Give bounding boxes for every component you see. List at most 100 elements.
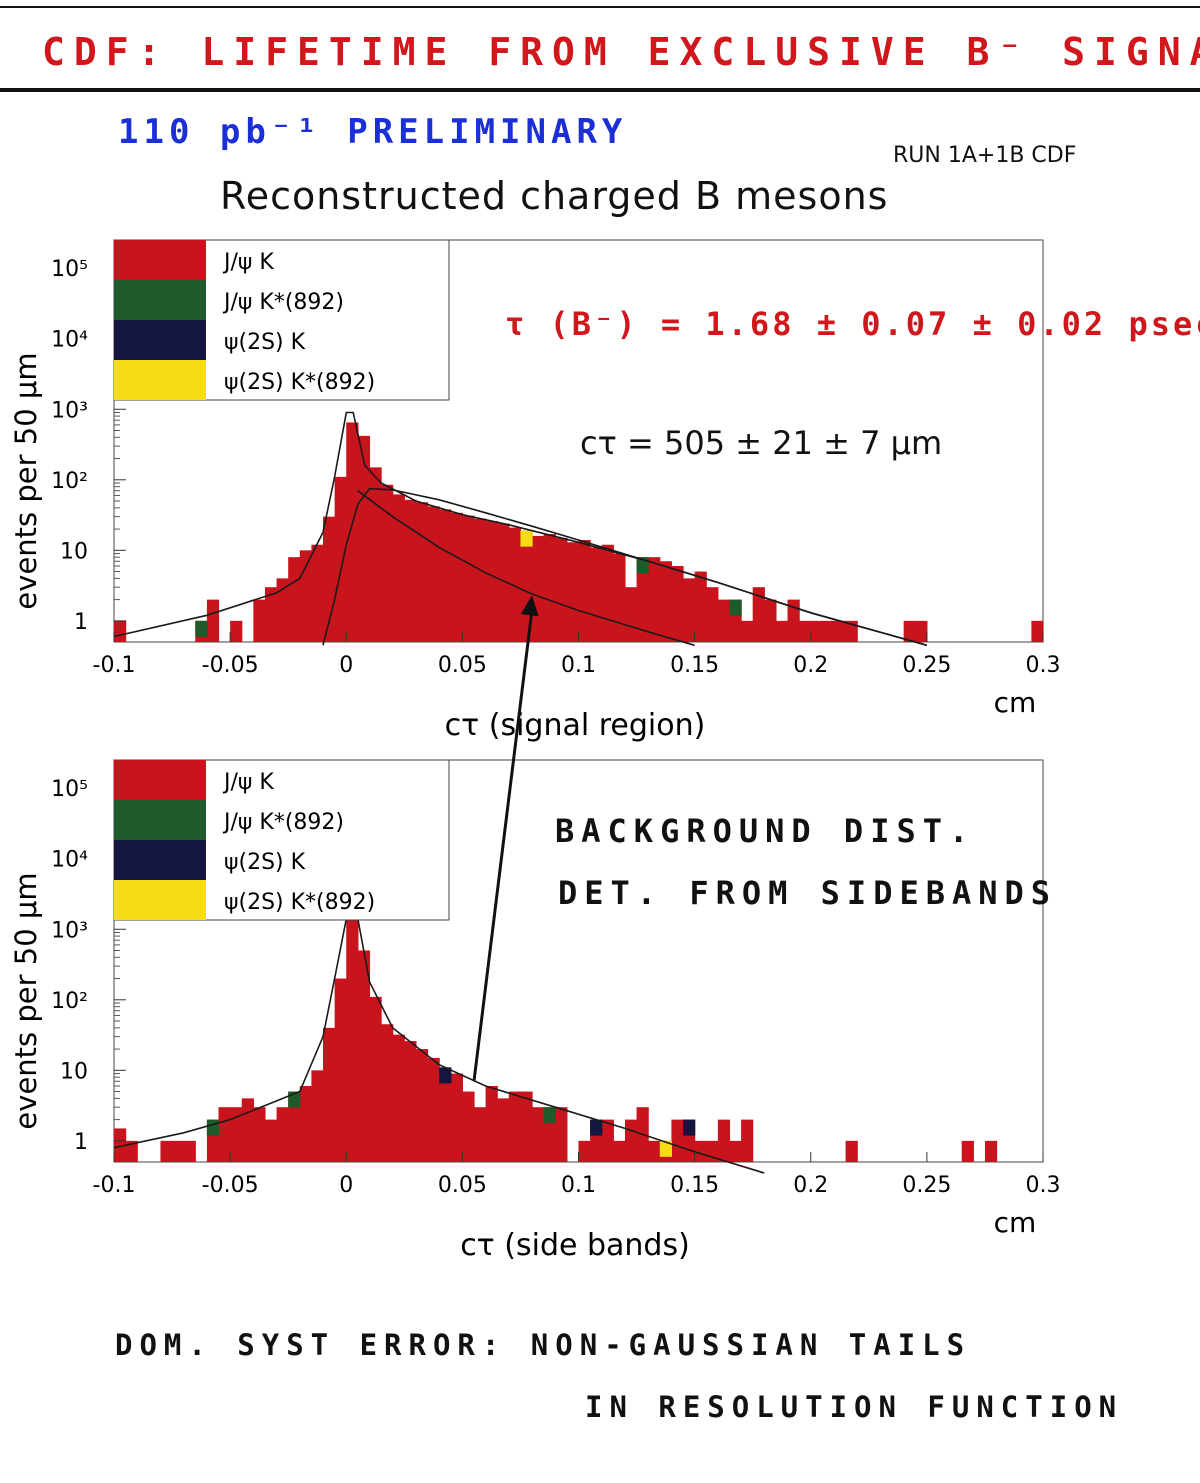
histogram-bar xyxy=(845,1140,858,1162)
slide-title: CDF: LIFETIME FROM EXCLUSIVE B⁻ SIGNAL xyxy=(42,30,1200,74)
histogram-bar xyxy=(694,1140,707,1162)
histogram-bar xyxy=(218,1107,231,1162)
histogram-bar xyxy=(485,1085,498,1162)
x-axis: -0.1 -0.05 0 0.05 0.1 0.15 0.2 0.25 0.3 xyxy=(93,1152,1061,1198)
background-note-line1: BACKGROUND DIST. xyxy=(555,812,976,850)
histogram-bar xyxy=(206,599,220,642)
histogram-bar xyxy=(520,1091,533,1162)
y-tick-label: 10 xyxy=(60,1059,88,1084)
minor-channel-bar xyxy=(659,1140,672,1157)
histogram-bar xyxy=(473,1107,487,1162)
histogram-bar xyxy=(636,557,649,642)
histogram-bar xyxy=(508,1091,522,1162)
histogram-bar xyxy=(601,1119,614,1162)
histogram-bar xyxy=(253,599,266,642)
histogram-bar xyxy=(590,547,603,642)
histogram-bar xyxy=(706,587,719,642)
legend: J/ψ K J/ψ K*(892) ψ(2S) K ψ(2S) K*(892) xyxy=(113,759,450,921)
y-tick-label: 10³ xyxy=(51,398,88,423)
histogram-bar xyxy=(299,550,313,642)
y-tick-label: 10⁵ xyxy=(51,777,88,802)
x-tick-label: 0.3 xyxy=(1026,653,1061,678)
legend-swatch xyxy=(114,280,206,320)
histogram-bar xyxy=(334,476,347,642)
syst-error-note-line1: DOM. SYST ERROR: NON-GAUSSIAN TAILS xyxy=(115,1328,972,1362)
histogram-bar xyxy=(160,1140,173,1162)
histogram-bar xyxy=(346,918,359,1162)
legend-label: ψ(2S) K*(892) xyxy=(224,890,375,915)
histogram-bar xyxy=(741,620,754,642)
histogram-bar xyxy=(915,620,928,642)
histogram-bar xyxy=(288,557,301,642)
histogram-bar xyxy=(752,587,765,642)
x-tick-label: 0.2 xyxy=(793,1173,828,1198)
histogram-bar xyxy=(717,1119,731,1162)
histogram-bar xyxy=(810,620,823,642)
histogram-bar xyxy=(648,557,661,642)
legend-swatch xyxy=(114,240,206,280)
histogram-bar xyxy=(427,506,440,642)
x-tick-label: -0.05 xyxy=(202,1173,259,1198)
histogram-bar xyxy=(1031,620,1044,642)
histogram-bar xyxy=(334,978,347,1162)
x-tick-label: 0.3 xyxy=(1026,1173,1061,1198)
histogram-bar xyxy=(984,1140,998,1162)
x-tick-label: 0.1 xyxy=(561,653,596,678)
y-axis-label: events per 50 μm xyxy=(9,872,43,1129)
minor-channel-bar xyxy=(590,1119,603,1136)
histogram-bar xyxy=(822,620,835,642)
x-axis-label: cτ (side bands) xyxy=(460,1228,690,1263)
signal-region-chart: -0.1 -0.05 0 0.05 0.1 0.15 0.2 0.25 0.3 1 10 10² 10³… xyxy=(9,239,1061,743)
x-tick-label: 0.15 xyxy=(670,653,719,678)
histogram-bar xyxy=(532,535,545,642)
minor-channel-bar xyxy=(439,1067,452,1084)
histogram-bar xyxy=(671,1119,684,1162)
histogram-bar xyxy=(276,578,289,642)
sideband-chart: -0.1 -0.05 0 0.05 0.1 0.15 0.2 0.25 0.3 1 10 10² 10³… xyxy=(9,759,1061,1263)
histogram-bar xyxy=(717,599,731,642)
legend-label: J/ψ K xyxy=(222,770,274,795)
histogram-bar xyxy=(439,1067,452,1162)
y-tick-label: 10³ xyxy=(51,918,88,943)
legend-swatch xyxy=(114,320,206,360)
fit-background-curve xyxy=(357,490,695,647)
histogram-bar xyxy=(369,996,382,1162)
x-axis-label: cτ (signal region) xyxy=(445,708,706,743)
histogram-bar xyxy=(183,1140,196,1162)
x-tick-label: 0.1 xyxy=(561,1173,596,1198)
histogram-bar xyxy=(729,1140,742,1162)
histogram-bar xyxy=(775,620,789,642)
legend-label: J/ψ K*(892) xyxy=(222,810,344,835)
x-tick-label: 0.05 xyxy=(438,653,487,678)
histogram-bar xyxy=(369,467,382,642)
histogram-bar xyxy=(230,1107,243,1162)
plot-title: Reconstructed charged B mesons xyxy=(220,174,889,218)
top-border-line xyxy=(0,6,1200,8)
x-tick-label: 0 xyxy=(339,1173,353,1198)
legend-swatch xyxy=(114,760,206,800)
minor-channel-bar xyxy=(195,620,208,637)
x-tick-label: -0.05 xyxy=(202,653,259,678)
histogram-bar xyxy=(613,553,626,642)
legend-swatch xyxy=(114,800,206,840)
minor-channel-bar xyxy=(683,1119,696,1136)
x-tick-label: 0.25 xyxy=(902,1173,951,1198)
histogram-bar xyxy=(497,1098,510,1162)
fit-total-curve xyxy=(113,918,765,1174)
histogram-bar xyxy=(114,1128,127,1162)
histogram-bar xyxy=(427,1057,440,1162)
histogram-bar xyxy=(624,587,638,642)
histogram-bar xyxy=(624,1119,638,1162)
x-tick-label: 0 xyxy=(339,653,353,678)
ctau-result: cτ = 505 ± 21 ± 7 μm xyxy=(580,424,943,462)
histogram-bar xyxy=(311,544,324,642)
histogram-bar xyxy=(787,599,800,642)
run-label: RUN 1A+1B CDF xyxy=(893,143,1077,168)
luminosity-note: 110 pb⁻¹ PRELIMINARY xyxy=(118,112,628,152)
y-tick-label: 1 xyxy=(74,1130,88,1155)
legend-swatch xyxy=(114,360,206,400)
histogram-bar xyxy=(601,544,614,642)
background-note-line2: DET. FROM SIDEBANDS xyxy=(558,874,1058,912)
histogram-bar xyxy=(114,620,127,642)
histogram-bar xyxy=(578,1140,591,1162)
